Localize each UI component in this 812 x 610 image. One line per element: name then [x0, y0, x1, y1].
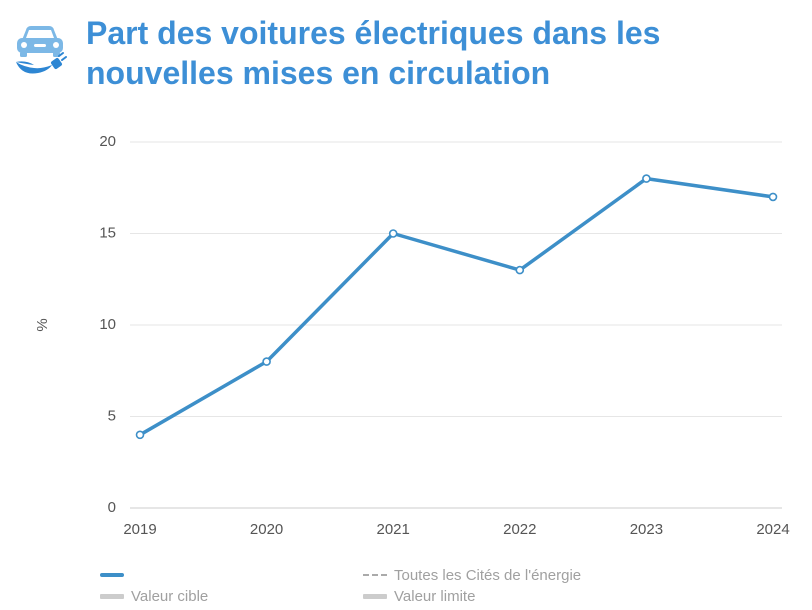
- x-tick-label: 2019: [123, 521, 156, 538]
- x-tick-label: 2022: [503, 521, 536, 538]
- x-tick-label: 2023: [630, 521, 663, 538]
- y-tick-label: 20: [99, 133, 116, 150]
- legend-label: Valeur limite: [394, 587, 476, 605]
- legend-bar-icon: [100, 593, 124, 599]
- legend-item-valeur-cible[interactable]: Valeur cible: [100, 586, 208, 606]
- y-tick-label: 15: [99, 224, 116, 241]
- legend-item-valeur-limite[interactable]: Valeur limite: [363, 586, 475, 606]
- legend-item-series[interactable]: [100, 565, 124, 585]
- series-line: [138, 176, 775, 437]
- x-tick-label: 2024: [756, 521, 789, 538]
- legend-bar-icon: [363, 593, 387, 599]
- x-tick-label: 2021: [377, 521, 410, 538]
- y-axis-label: %: [34, 318, 51, 331]
- y-tick-label: 0: [108, 499, 116, 516]
- electric-car-icon: [12, 18, 68, 78]
- y-tick-label: 10: [99, 316, 116, 333]
- data-point: [388, 229, 398, 238]
- data-point: [135, 430, 145, 440]
- legend-label: Toutes les Cités de l'énergie: [394, 566, 582, 584]
- line-chart: 0 5 10 15 20 2019 2020 2021 2022 2023 2024%: [34, 133, 790, 538]
- data-point: [262, 357, 271, 366]
- legend-label: Valeur cible: [131, 587, 209, 605]
- data-point: [642, 174, 651, 183]
- legend-dashed-line-icon: [363, 574, 387, 576]
- x-tick-label: 2020: [250, 521, 283, 538]
- data-point: [515, 265, 525, 275]
- legend-item-toutes-les-cites[interactable]: Toutes les Cités de l'énergie: [363, 565, 581, 585]
- legend-solid-line-icon: [100, 573, 124, 577]
- y-tick-label: 5: [108, 407, 116, 424]
- data-point: [768, 192, 778, 202]
- chart-title: Part des voitures électriques dans les n…: [86, 15, 661, 91]
